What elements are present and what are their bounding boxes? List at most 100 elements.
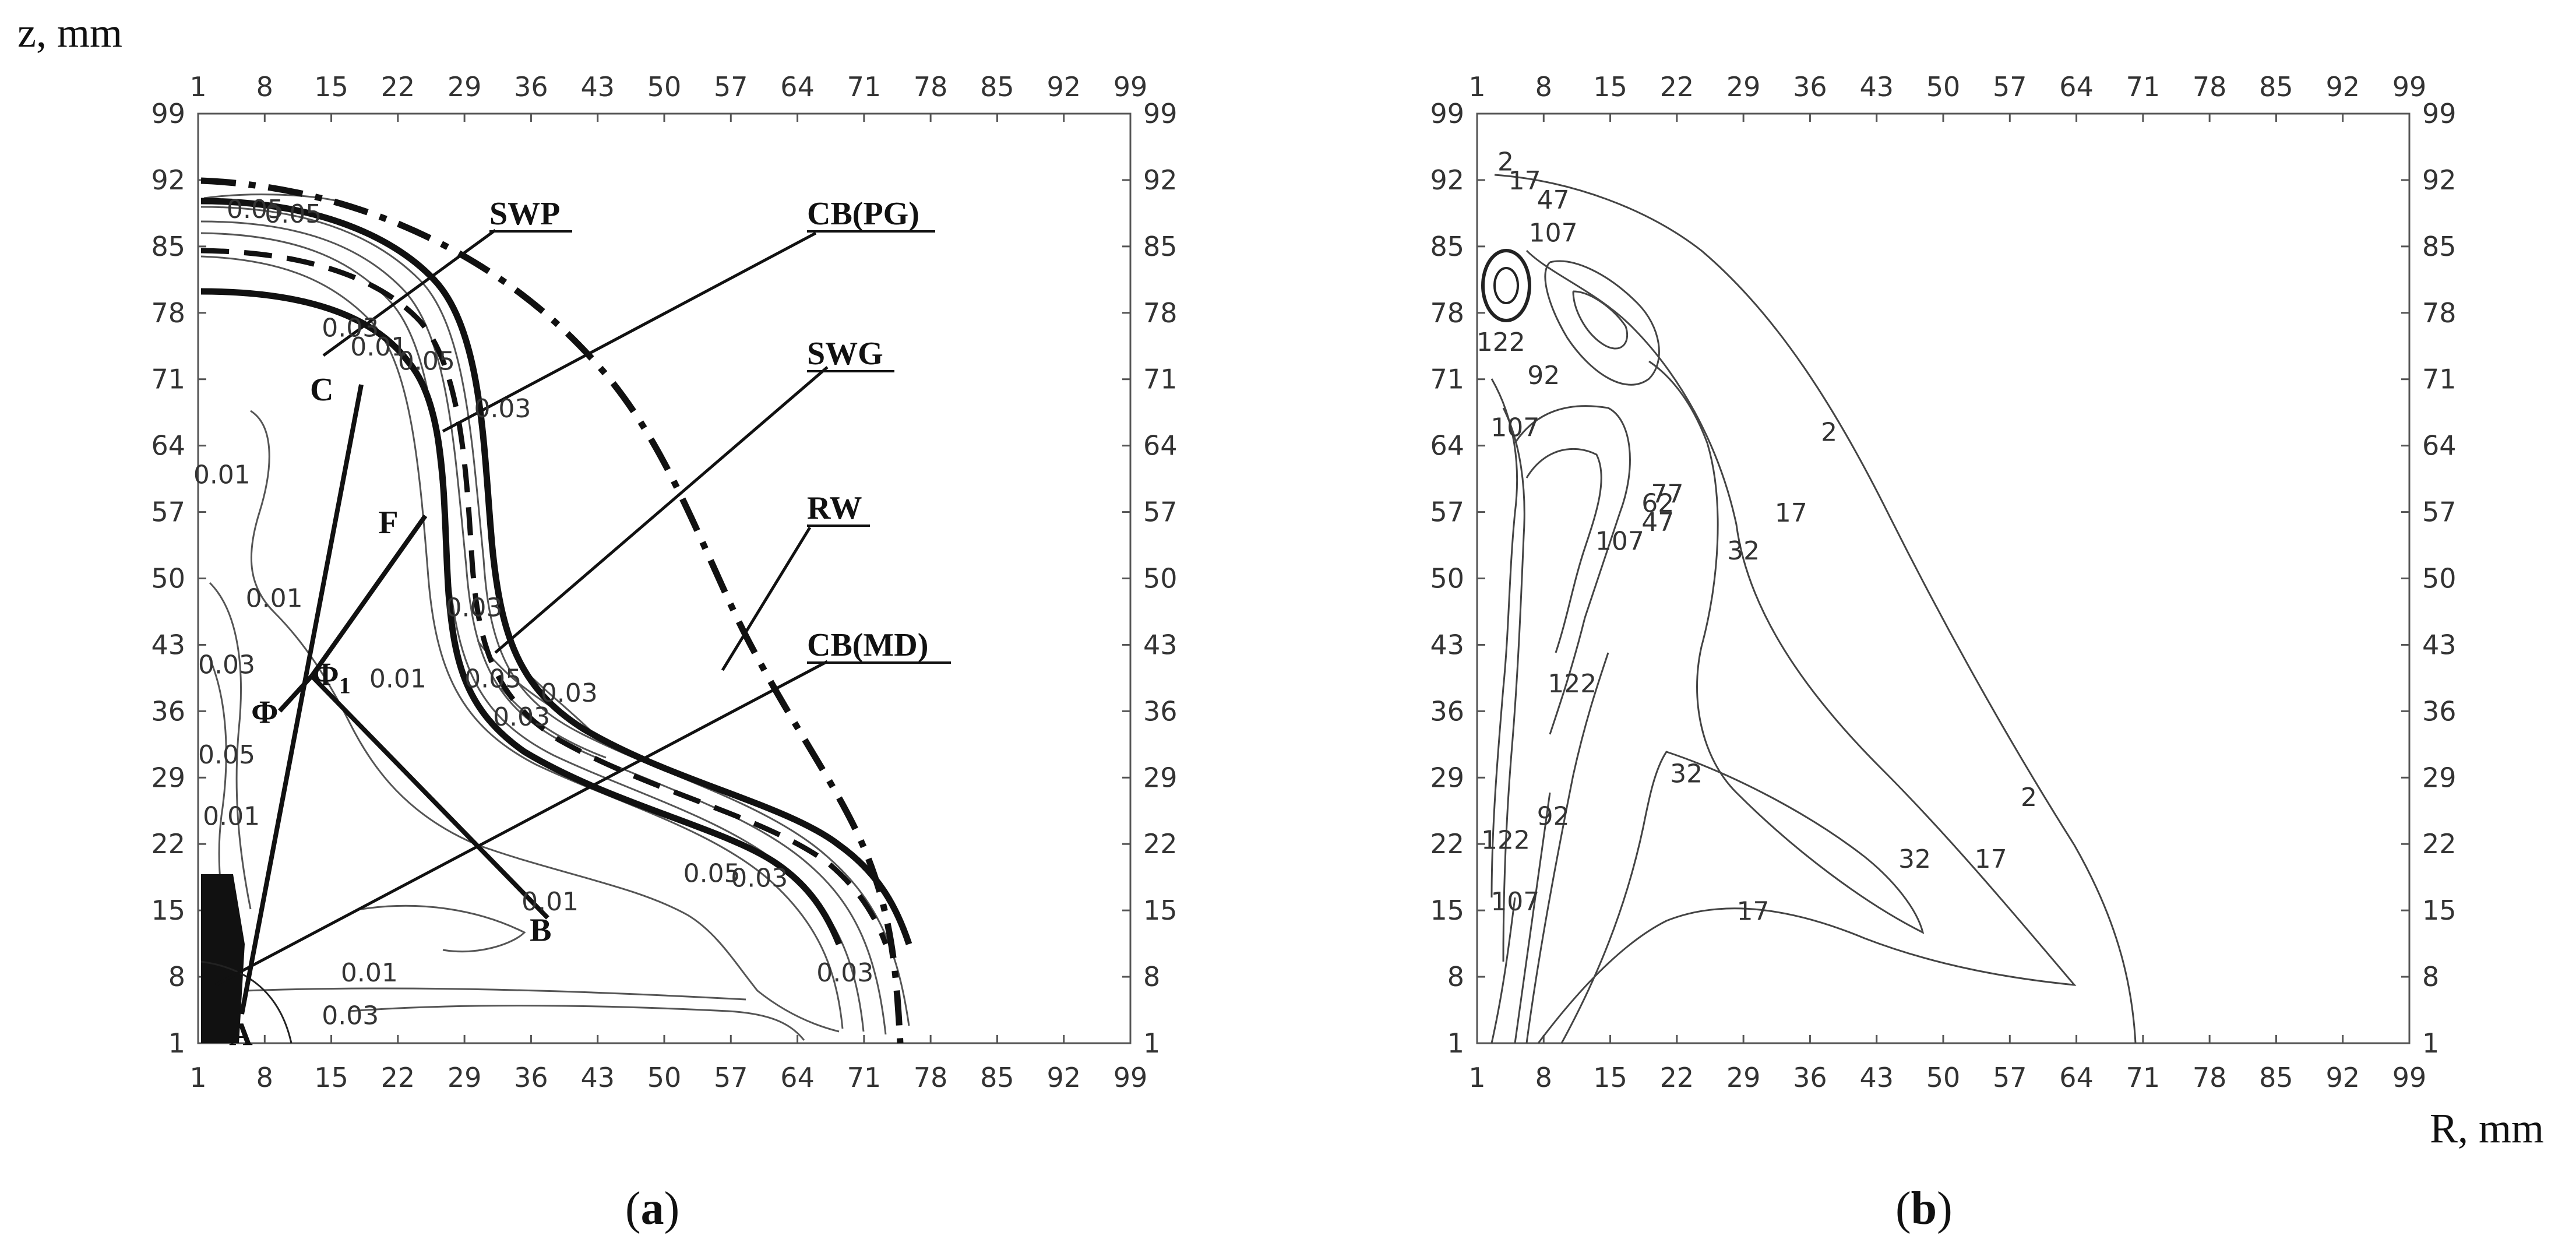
panel-a-x-tick-label-bottom: 99 — [1113, 1062, 1148, 1093]
panel-a-contour-label: 0.05 — [198, 740, 255, 770]
point-label-b: B — [530, 913, 551, 949]
panel-b-contour-label: 107 — [1490, 413, 1539, 442]
panel-b-contour-label: 47 — [1641, 508, 1674, 537]
panel-b-y-tick-label-right: 92 — [2422, 164, 2457, 196]
swp-boundary-line — [200, 288, 843, 946]
panel-b-y-tick-label-right: 22 — [2422, 828, 2457, 860]
panel-a-y-tick-label-right: 1 — [1143, 1027, 1160, 1059]
panel-b-y-tick-label-left: 57 — [1430, 497, 1464, 528]
panel-b-contour-label: 92 — [1537, 802, 1570, 832]
panel-b-x-tick-label-bottom: 50 — [1926, 1062, 1961, 1093]
panel-a-contour-label: 0.03 — [493, 702, 550, 732]
panel-a-y-tick-label-right: 22 — [1143, 828, 1178, 860]
panel-b-x-tick-label-top: 99 — [2392, 71, 2427, 103]
panel-b-contour-label: 107 — [1529, 219, 1578, 248]
panel-b-contour-lines — [1490, 174, 2137, 1044]
panel-b-x-tick-label-top: 92 — [2325, 71, 2360, 103]
panel-a-y-tick-label-left: 57 — [151, 497, 185, 528]
panel-b-x-tick-label-bottom: 36 — [1793, 1062, 1827, 1093]
panel-a-x-tick-label-bottom: 92 — [1046, 1062, 1081, 1093]
panel-a-contour-label: 0.05 — [227, 195, 284, 224]
panel-a-y-tick-label-right: 15 — [1143, 895, 1178, 926]
panel-a-x-tick-label-top: 78 — [914, 71, 948, 103]
panel-b-y-tick-label-left: 92 — [1430, 164, 1464, 196]
panel-b-x-tick-label-bottom: 92 — [2325, 1062, 2360, 1093]
panel-a-y-tick-label-left: 99 — [151, 98, 185, 129]
panel-b-y-tick-label-left: 99 — [1430, 98, 1464, 129]
panel-b-contour-label: 92 — [1527, 361, 1560, 390]
panel-a-contour-label: 0.05 — [265, 199, 322, 229]
point-label-c: C — [310, 372, 333, 408]
panel-b-x-tick-label-top: 71 — [2126, 71, 2161, 103]
panel-a-contour-label: 0.03 — [322, 1001, 379, 1030]
panel-a-contour-label: 0.05 — [683, 858, 741, 888]
panel-b-y-tick-label-left: 64 — [1430, 430, 1464, 462]
panel-a-x-tick-label-bottom: 64 — [780, 1062, 815, 1093]
panel-a-x-tick-label-bottom: 57 — [714, 1062, 748, 1093]
panel-b-contour-label: 62 — [1641, 489, 1674, 519]
panel-b-y-tick-label-right: 50 — [2422, 563, 2457, 594]
panel-a-contour-label: 0.03 — [816, 958, 873, 988]
panel-a-x-tick-label-bottom: 85 — [980, 1062, 1014, 1093]
panel-a-x-tick-label-bottom: 15 — [314, 1062, 348, 1093]
panel-a-contour-plot: 1188151522222929363643435050575764647171… — [151, 71, 1177, 1093]
panel-a-y-tick-label-right: 36 — [1143, 695, 1178, 727]
panel-a-x-tick-label-top: 36 — [514, 71, 548, 103]
point-label-phi: Φ — [251, 694, 278, 730]
panel-a-contour-label: 0.01 — [246, 583, 303, 613]
panel-b-contour-label: 2 — [1497, 147, 1514, 177]
panel-b-x-tick-label-top: 1 — [1468, 71, 1485, 103]
panel-a-y-tick-label-left: 92 — [151, 164, 185, 196]
panel-a-contour-label: 0.03 — [445, 593, 502, 623]
panel-b-contour-label: 32 — [1670, 759, 1703, 789]
panel-a-y-tick-label-left: 15 — [151, 895, 185, 926]
panel-b-y-tick-label-left: 71 — [1430, 364, 1464, 395]
panel-a-x-tick-label-bottom: 1 — [189, 1062, 206, 1093]
panel-b-y-tick-label-right: 99 — [2422, 98, 2457, 129]
panel-b-x-tick-label-bottom: 99 — [2392, 1062, 2427, 1093]
panel-b-x-tick-label-bottom: 85 — [2259, 1062, 2293, 1093]
panel-b-y-tick-label-right: 36 — [2422, 695, 2457, 727]
panel-b-contour-label: 17 — [1509, 166, 1541, 196]
panel-b-contour-label: 2 — [1821, 418, 1837, 448]
panel-a-y-tick-label-right: 64 — [1143, 430, 1178, 462]
panel-b-ticks: 1188151522222929363643435050575764647171… — [1430, 71, 2456, 1093]
panel-b-y-tick-label-right: 15 — [2422, 895, 2457, 926]
panel-a-x-tick-label-top: 64 — [780, 71, 815, 103]
point-label-a: A — [229, 1017, 253, 1053]
panel-b-contour-label: 122 — [1548, 669, 1597, 699]
panel-a-x-tick-label-bottom: 29 — [447, 1062, 482, 1093]
panel-a-x-tick-label-bottom: 50 — [647, 1062, 682, 1093]
cb-pg-boundary-line — [200, 248, 889, 945]
panel-b-y-tick-label-left: 1 — [1447, 1027, 1464, 1059]
panel-a-x-tick-label-bottom: 22 — [381, 1062, 415, 1093]
panel-a-contour-label: 0.01 — [341, 958, 398, 988]
panel-a-y-tick-label-right: 8 — [1143, 961, 1160, 992]
panel-b-contour-label: 17 — [1775, 498, 1807, 528]
panel-a-x-tick-label-top: 1 — [189, 71, 206, 103]
panel-a-x-tick-label-top: 50 — [647, 71, 682, 103]
z-axis-label: z, mm — [17, 9, 122, 56]
panel-a-y-tick-label-left: 78 — [151, 297, 185, 329]
panel-a-y-tick-label-left: 50 — [151, 563, 185, 594]
callout-cb-md: CB(MD) — [807, 627, 928, 663]
panel-b-x-tick-label-top: 36 — [1793, 71, 1827, 103]
panel-a-y-tick-label-left: 8 — [168, 961, 185, 992]
panel-b-contour-label: 17 — [1975, 844, 2007, 874]
panel-a-x-tick-label-bottom: 36 — [514, 1062, 548, 1093]
panel-a-letter: a — [641, 1183, 664, 1234]
panel-a-y-tick-label-left: 71 — [151, 364, 185, 395]
panel-a-y-tick-label-left: 22 — [151, 828, 185, 860]
callout-leaders — [214, 228, 829, 987]
panel-a-y-tick-label-right: 29 — [1143, 762, 1178, 793]
panel-a-x-tick-label-bottom: 8 — [256, 1062, 273, 1093]
panel-b-x-tick-label-top: 15 — [1593, 71, 1627, 103]
panel-b-x-tick-label-top: 85 — [2259, 71, 2293, 103]
panel-a-contour-label: 0.01 — [521, 887, 579, 917]
panel-a-y-tick-label-left: 85 — [151, 231, 185, 262]
panel-b-contour-label: 77 — [1651, 479, 1684, 509]
panel-a-contour-label: 0.01 — [193, 460, 251, 490]
panel-a-x-tick-label-top: 15 — [314, 71, 348, 103]
panel-a-contour-label: 0.03 — [731, 863, 788, 893]
panel-a-points: A B C F Φ Φ1 — [229, 372, 551, 1053]
